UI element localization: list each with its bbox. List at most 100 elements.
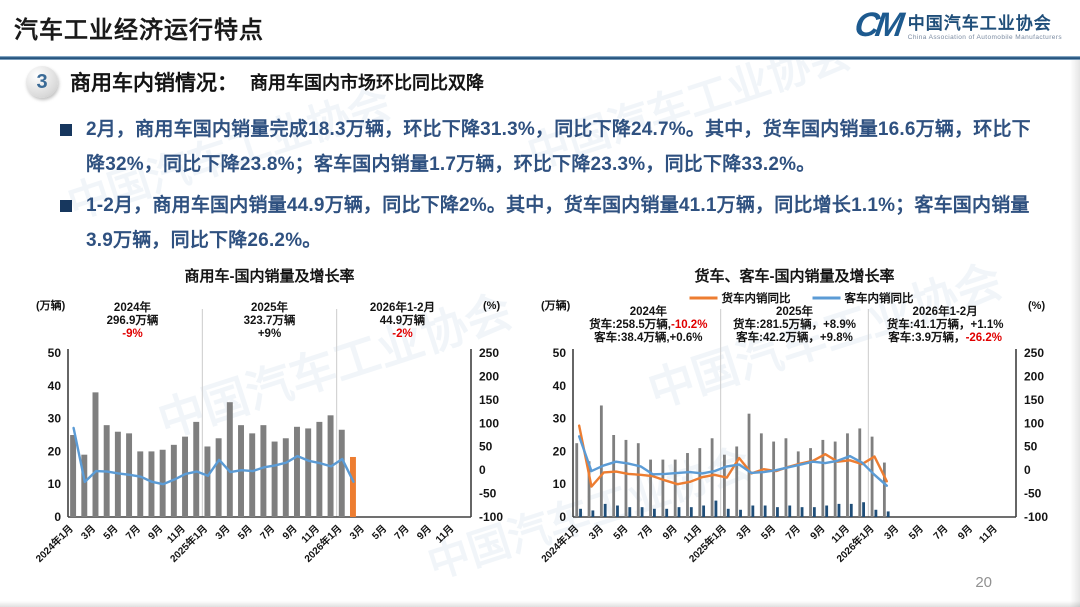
- x-axis-label: 9月: [280, 522, 299, 541]
- legend-label: 客车内销同比: [844, 291, 914, 305]
- chart-annotation: 2026年1-2月: [913, 304, 978, 318]
- 客车国内销量-bar: [652, 508, 656, 517]
- chart-annotation: 客车:38.4万辆,+0.6%: [593, 330, 702, 344]
- 货车国内销量-bar: [735, 446, 739, 517]
- left-axis-tick: 30: [553, 411, 567, 425]
- 货车国内销量-bar: [575, 442, 579, 517]
- section-heading: 3 商用车内销情况： 商用车国内市场环比同比双降: [26, 66, 1080, 98]
- 货车国内销量-bar: [673, 459, 677, 517]
- right-axis-tick: 250: [479, 346, 499, 360]
- page-title: 汽车工业经济运行特点: [14, 17, 264, 44]
- 客车国内销量-bar: [603, 503, 607, 517]
- 货车国内销量-bar: [821, 439, 825, 517]
- x-axis-label: 5月: [370, 522, 389, 541]
- right-axis-tick: 150: [1024, 392, 1044, 406]
- 货车国内销量-bar: [784, 437, 788, 517]
- 商用车国内销量-bar: [70, 434, 77, 517]
- x-axis-label: 3月: [213, 522, 232, 541]
- bullet-text-february: 2月，商用车国内销量完成18.3万辆，环比下降31.3%，同比下降24.7%。其…: [86, 119, 1031, 176]
- x-axis-label: 5月: [906, 522, 925, 541]
- bullet-square-icon: [60, 200, 72, 213]
- chart-annotation: 2024年: [114, 300, 152, 314]
- 商用车国内销量-bar: [204, 446, 211, 517]
- x-axis-label: 3月: [882, 522, 901, 541]
- x-axis-label: 3月: [79, 522, 98, 541]
- 货车国内销量-bar: [636, 442, 640, 517]
- left-axis-tick: 30: [48, 411, 62, 425]
- 商用车国内销量-bar: [249, 432, 256, 517]
- 商用车国内销量-bar: [271, 441, 278, 517]
- 客车国内销量-bar: [616, 505, 619, 517]
- logo-name-cn: 中国汽车工业协会: [907, 14, 1052, 33]
- 货车国内销量-bar: [599, 405, 603, 517]
- bullet-item: 2月，商用车国内销量完成18.3万辆，环比下降31.3%，同比下降24.7%。其…: [60, 112, 1050, 182]
- 客车国内销量-bar: [739, 509, 742, 517]
- x-axis-label: 7月: [783, 522, 802, 541]
- legend-label: 货车内销同比: [721, 291, 791, 305]
- 客车国内销量-bar: [665, 508, 669, 517]
- chart-annotation: 296.9万辆: [107, 313, 159, 327]
- x-axis-label: 9月: [414, 522, 433, 541]
- left-axis-tick: 20: [48, 444, 62, 458]
- chart-annotation: -2%: [392, 328, 412, 340]
- caam-logo-icon: CM: [852, 6, 903, 44]
- 商用车国内销量-bar: [215, 437, 222, 517]
- bullet-square-icon: [60, 124, 72, 136]
- right-axis-tick: 100: [479, 416, 499, 430]
- x-axis-label: 7月: [931, 522, 950, 541]
- 客车国内销量-bar: [640, 506, 644, 517]
- 商用车内销同比增长率-line: [72, 426, 355, 485]
- page-number: 20: [975, 574, 992, 591]
- x-axis-label: 3月: [347, 522, 366, 541]
- chart-annotation: 货车:41.1万辆，+1.1%: [886, 317, 1004, 331]
- 货车国内销量-bar: [772, 441, 776, 517]
- 客车国内销量-bar: [579, 508, 582, 517]
- section-number-badge: 3: [26, 66, 58, 98]
- slide-bottom-shadow: [0, 601, 1080, 607]
- 客车国内销量-bar: [714, 500, 718, 517]
- right-axis-tick: 200: [1024, 369, 1044, 383]
- 客车国内销量-bar: [591, 510, 595, 517]
- left-axis-tick: 40: [553, 378, 567, 392]
- right-axis-tick: 100: [1024, 416, 1044, 430]
- right-axis-tick: 200: [479, 369, 499, 383]
- left-axis-tick: 20: [553, 444, 567, 458]
- 货车国内销量-bar: [858, 428, 862, 517]
- 商用车国内销量-bar: [92, 391, 99, 517]
- 客车国内销量-bar: [788, 505, 792, 517]
- 商用车国内销量-bar: [294, 426, 300, 517]
- caam-logo: CM 中国汽车工业协会 China Association of Automob…: [852, 6, 1062, 44]
- right-axis-tick: 0: [479, 463, 486, 477]
- x-axis-label: 7月: [123, 522, 142, 541]
- chart-annotation: 2026年1-2月: [370, 300, 435, 314]
- 客车国内销量-bar: [763, 505, 767, 517]
- right-axis-tick: -100: [479, 510, 503, 524]
- 商用车国内销量-bar: [349, 456, 356, 517]
- chart-annotation: 44.9万辆: [380, 313, 426, 327]
- 商用车国内销量-bar: [338, 429, 345, 517]
- 商用车国内销量-bar: [282, 437, 289, 517]
- left-axis-unit: (万辆): [541, 298, 571, 312]
- 客车国内销量-bar: [628, 506, 632, 517]
- chart-annotation: 323.7万辆: [244, 313, 296, 327]
- slide-right-shadow: [1070, 0, 1080, 607]
- 货车国内销量-bar: [809, 447, 812, 517]
- 客车国内销量-bar: [751, 505, 755, 517]
- 客车国内销量-bar: [800, 506, 804, 517]
- x-axis-label: 3月: [586, 522, 605, 541]
- left-axis-tick: 0: [54, 510, 61, 524]
- right-axis-tick: 50: [1024, 439, 1038, 453]
- x-axis-label: 7月: [258, 522, 277, 541]
- x-axis-label: 7月: [392, 522, 411, 541]
- 货车国内销量-bar: [649, 459, 652, 517]
- 货车国内销量-bar: [587, 460, 591, 517]
- right-axis-unit: (%): [1028, 300, 1045, 312]
- right-axis-tick: -50: [479, 486, 497, 500]
- x-axis-label: 9月: [146, 522, 165, 541]
- 客车国内销量-bar: [812, 506, 816, 517]
- 货车国内销量-bar: [870, 436, 874, 517]
- right-axis-unit: (%): [483, 300, 500, 312]
- logo-name-en: China Association of Automobile Manufact…: [907, 34, 1062, 41]
- 客车国内销量-bar: [689, 506, 693, 517]
